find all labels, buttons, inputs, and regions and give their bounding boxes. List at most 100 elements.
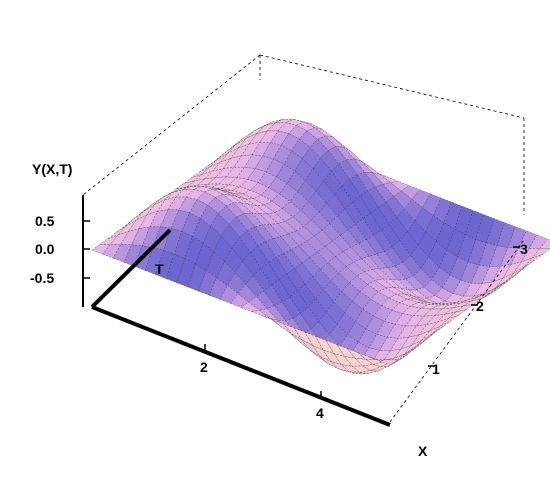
t-tick-label: 2	[476, 298, 484, 314]
surface-patch	[411, 330, 431, 346]
surface-patch	[509, 265, 528, 281]
surface-patch	[419, 297, 438, 305]
surface-patch	[304, 331, 324, 351]
surface-patch	[340, 364, 361, 373]
surface-patch	[285, 216, 304, 232]
surface-patch	[417, 331, 436, 347]
surface-patch	[208, 277, 228, 300]
surface-patch	[370, 207, 390, 231]
surface-patch	[378, 359, 399, 366]
z-axis-label: Y(X,T)	[32, 161, 72, 177]
surface-patch	[282, 201, 301, 218]
surface-patch	[288, 230, 307, 246]
surface-patch	[324, 240, 344, 257]
surface-patch	[247, 226, 266, 247]
surface-patch	[297, 180, 317, 202]
surface-patch	[294, 158, 314, 181]
surface-patch	[321, 223, 341, 242]
surface-patch	[207, 197, 227, 214]
t-axis-label: T	[155, 261, 164, 277]
surface-patch	[442, 274, 461, 294]
t-tick-label: 3	[520, 241, 528, 257]
surface-patch	[113, 244, 132, 263]
surface-patch	[227, 191, 246, 200]
surface-patch	[250, 310, 271, 319]
surface-patch	[356, 172, 376, 192]
surface-patch	[425, 326, 444, 341]
z-tick-label: 0.0	[35, 241, 55, 257]
surface-patch	[393, 287, 412, 296]
surface-patch	[425, 215, 445, 242]
surface-patch	[463, 298, 482, 307]
x-tick-label: 4	[316, 405, 324, 421]
surface-patch	[408, 324, 428, 338]
surface-patch	[230, 293, 249, 308]
surface-patch	[286, 268, 306, 292]
surface-patch	[337, 208, 356, 231]
surface-patch	[315, 335, 335, 354]
surface-patch	[253, 194, 273, 206]
surface-patch	[219, 147, 239, 163]
surface-patch	[303, 121, 323, 130]
x-axis-line	[91, 305, 391, 427]
surface-patch	[283, 150, 303, 172]
surface-patch	[384, 246, 403, 267]
surface-patch	[320, 150, 340, 172]
surface-patch	[402, 255, 422, 277]
surface-patch	[155, 250, 175, 280]
surface-patch	[361, 161, 381, 175]
x-axis-label: X	[418, 443, 428, 459]
surface-patch	[225, 202, 245, 218]
bounding-box-back	[82, 54, 525, 215]
surface-patch	[452, 300, 472, 308]
surface-patch	[349, 275, 368, 292]
surface-patch	[343, 246, 362, 263]
t-tick-label: 1	[432, 361, 440, 377]
surface-patch	[278, 273, 298, 298]
surface-patch	[213, 235, 233, 262]
surface-patch	[501, 270, 520, 286]
t-axis-line	[90, 228, 172, 309]
surface-patch	[330, 272, 350, 292]
surface-patch	[405, 275, 425, 291]
surface-patch	[102, 244, 122, 259]
z-tick-label: 0.5	[35, 213, 55, 229]
surface-patch	[516, 259, 536, 275]
surface-patch	[521, 248, 541, 263]
axes	[82, 195, 520, 427]
surface-patch	[317, 135, 337, 151]
surface-patch	[91, 244, 111, 255]
bounding-box-front	[389, 239, 525, 423]
surface-patch	[219, 285, 239, 304]
surface-patch	[378, 201, 397, 225]
z-tick-label: -0.5	[30, 270, 54, 286]
surface-patch	[426, 295, 446, 305]
surface-patch	[423, 279, 443, 296]
surface-patch	[206, 152, 225, 167]
surface-patch	[242, 190, 262, 199]
surface-patch	[338, 159, 358, 180]
surface-patch	[314, 230, 333, 247]
surface-patch	[293, 327, 313, 346]
surface-patch	[388, 216, 408, 241]
surface-patch	[205, 251, 225, 278]
surface-patch	[277, 221, 297, 235]
surface-patch	[332, 136, 352, 152]
surface-patch	[467, 238, 487, 266]
surface-patch	[295, 226, 315, 242]
surface-patch	[335, 251, 355, 267]
surface-patch	[198, 270, 217, 296]
surface-patch	[400, 334, 420, 350]
surface-patch	[265, 238, 285, 258]
surface-patch	[251, 212, 271, 226]
surface-patch	[336, 344, 356, 359]
surface-patch	[234, 260, 254, 285]
surface-patch	[289, 290, 309, 314]
surface-patch	[292, 210, 312, 227]
surface-patch	[297, 283, 316, 308]
surface-patch	[332, 235, 352, 252]
surface-patch	[302, 147, 321, 169]
surface-patch	[341, 282, 361, 302]
surface-patch	[357, 352, 377, 360]
